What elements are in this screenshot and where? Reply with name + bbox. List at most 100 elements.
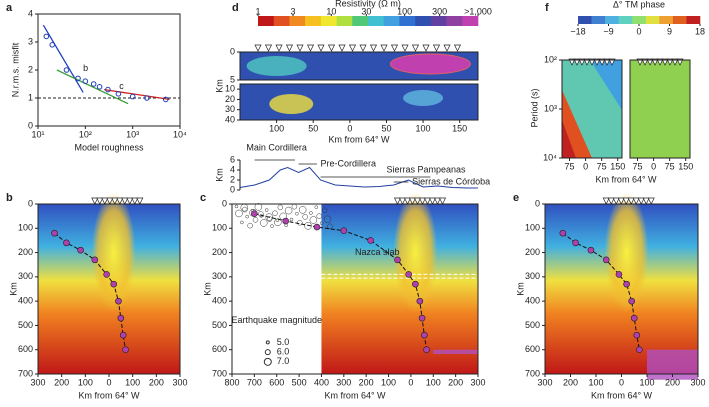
slab-point	[367, 237, 374, 244]
colorbar-label: >1,000	[464, 6, 492, 16]
colorbar-label: 10	[326, 6, 336, 16]
earthquake	[277, 204, 284, 211]
plume	[393, 192, 438, 313]
colorbar-cell	[383, 16, 400, 26]
station	[338, 44, 346, 52]
colorbar-label: 3	[290, 6, 295, 16]
fit	[104, 88, 170, 101]
earthquake	[245, 214, 249, 219]
x-tick-label: 100	[426, 377, 441, 387]
x-axis-label: Km from 64° W	[78, 390, 140, 400]
y-axis-label: N.r.m.s. misfit	[10, 42, 20, 97]
anomaly	[562, 120, 576, 158]
slab-point	[119, 331, 127, 339]
x-tick-label: 100	[639, 377, 654, 387]
colorbar-title: Δ° TM phase	[613, 0, 665, 9]
x-tick-label: 200	[448, 377, 463, 387]
slab-point	[340, 227, 348, 235]
x-tick-label: 300	[30, 377, 45, 387]
station	[428, 197, 437, 205]
slab-point	[615, 271, 623, 278]
station	[398, 197, 407, 205]
y-tick-label: 1	[28, 92, 33, 102]
slab-point	[117, 314, 125, 322]
y-tick-label: 30	[225, 104, 235, 114]
resistor	[403, 90, 444, 106]
topography	[239, 166, 478, 189]
x-tick-label: 50	[381, 123, 391, 133]
slab-point	[122, 346, 129, 354]
station	[390, 44, 399, 52]
panel-label: c	[200, 192, 206, 204]
station	[401, 44, 409, 52]
x-tick-label: 200	[665, 377, 680, 387]
y-tick-label: 2	[230, 174, 235, 184]
colorbar-cell	[605, 16, 619, 24]
earthquake	[291, 203, 298, 210]
y-tick-label: 0	[28, 120, 33, 130]
colorbar-cell	[430, 16, 447, 26]
legend-marker	[263, 357, 272, 366]
frame	[231, 203, 479, 375]
earthquake	[264, 208, 269, 212]
station	[413, 197, 422, 205]
x-tick-label: 300	[537, 377, 552, 387]
station	[327, 44, 336, 52]
station	[121, 197, 129, 205]
y-tick-label: 700	[525, 368, 540, 378]
x-tick-label: 100	[588, 377, 603, 387]
colorbar-label: 9	[667, 26, 672, 36]
x-tick-label: 200	[563, 377, 578, 387]
panel-label: b	[6, 192, 13, 204]
colorbar-cell	[305, 16, 322, 26]
anomaly	[590, 60, 622, 110]
x-tick-label: 100	[381, 377, 396, 387]
y-tick-label: 3	[28, 36, 33, 46]
colorbar-cell	[686, 16, 701, 24]
slab-point	[313, 223, 321, 231]
station	[612, 197, 620, 205]
annotation: Pre-Cordillera	[321, 158, 377, 168]
colorbar-cell	[659, 16, 674, 24]
slab-point	[77, 246, 84, 254]
x-tick-label: 150	[610, 161, 625, 171]
panel-label: f	[545, 2, 549, 14]
x-tick-label: 500	[292, 377, 307, 387]
y-tick-label: 700	[212, 368, 227, 378]
y-tick-label: 400	[18, 296, 33, 306]
station	[443, 44, 451, 52]
earthquake	[270, 224, 274, 228]
station	[96, 197, 104, 205]
data-point	[49, 42, 56, 48]
x-axis-label: Km from 64° W	[591, 390, 653, 400]
station	[617, 197, 625, 205]
frame	[37, 13, 181, 127]
slab-point	[282, 217, 289, 225]
station	[647, 197, 655, 205]
annotation: b	[83, 63, 88, 73]
x-tick-label: 75	[564, 161, 574, 171]
resistor	[269, 94, 314, 114]
colorbar-label: 1	[255, 6, 260, 16]
slab-point	[63, 239, 70, 247]
x-tick-label: 200	[359, 377, 374, 387]
x-tick-label: 75	[597, 161, 607, 171]
station	[126, 197, 134, 205]
legend-label: 6.0	[277, 347, 290, 357]
earthquake	[323, 215, 332, 224]
y-tick-label: 2	[28, 64, 33, 74]
y-tick-label: 400	[525, 296, 540, 306]
slab-point	[115, 297, 122, 305]
y-tick-label: 10²	[544, 54, 557, 64]
station	[254, 44, 262, 52]
x-tick-label: 300	[172, 377, 187, 387]
y-tick-label: 400	[212, 296, 227, 306]
earthquake	[327, 223, 333, 230]
y-tick-label: 0	[535, 198, 540, 208]
slab-point	[103, 271, 110, 278]
model	[630, 60, 690, 158]
colorbar-label: −9	[603, 26, 613, 36]
colorbar-cell	[352, 16, 369, 26]
data-point	[129, 93, 136, 100]
slab-point	[628, 297, 636, 305]
